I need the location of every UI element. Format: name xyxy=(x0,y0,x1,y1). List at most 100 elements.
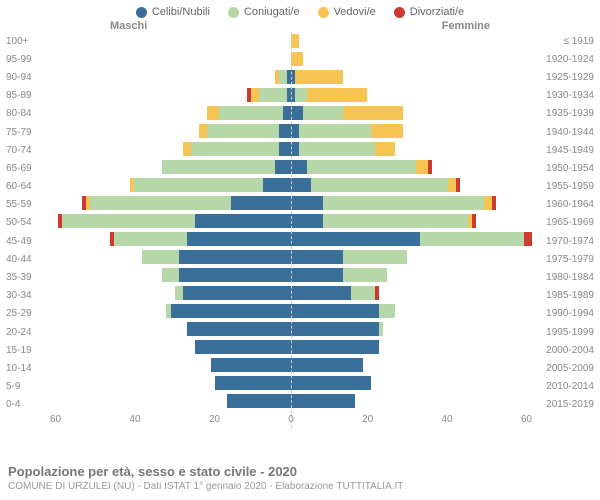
bar-segment xyxy=(199,124,207,138)
bar-segment xyxy=(175,286,183,300)
bar-segment xyxy=(283,106,291,120)
bar-segment xyxy=(351,286,375,300)
birthyear-tick: 1985-1989 xyxy=(536,287,594,305)
female-bar xyxy=(291,160,532,174)
female-bar xyxy=(291,52,532,66)
bar-segment xyxy=(307,160,415,174)
male-bar xyxy=(50,34,291,48)
legend-label: Coniugati/e xyxy=(244,6,300,18)
legend: Celibi/NubiliConiugati/eVedovi/eDivorzia… xyxy=(0,0,600,20)
birthyear-tick: 1955-1959 xyxy=(536,178,594,196)
female-bar xyxy=(291,286,532,300)
bar-segment xyxy=(219,106,283,120)
male-bar xyxy=(50,214,291,228)
bar-segment xyxy=(291,214,323,228)
bar-segment xyxy=(291,376,371,390)
legend-item: Coniugati/e xyxy=(228,6,300,18)
chart-area: Fasce di età Anni di nascita 100+95-9990… xyxy=(0,32,600,428)
bar-segment xyxy=(307,88,367,102)
bar-segment xyxy=(162,160,274,174)
birth-year-axis: ≤ 19191920-19241925-19291930-19341935-19… xyxy=(536,32,594,428)
bar-segment xyxy=(375,142,395,156)
age-tick: 95-99 xyxy=(6,50,46,68)
bar-segment xyxy=(323,196,484,210)
age-tick: 40-44 xyxy=(6,250,46,268)
male-bar xyxy=(50,340,291,354)
bar-segment xyxy=(187,322,291,336)
age-tick: 45-49 xyxy=(6,232,46,250)
birthyear-tick: 2000-2004 xyxy=(536,341,594,359)
bar-segment xyxy=(291,268,343,282)
female-bar xyxy=(291,34,532,48)
male-bar xyxy=(50,70,291,84)
bar-segment xyxy=(291,160,307,174)
bar-segment xyxy=(171,304,292,318)
bar-segment xyxy=(211,358,291,372)
bar-segment xyxy=(179,268,291,282)
legend-swatch xyxy=(136,7,147,18)
age-axis: 100+95-9990-9485-8980-8475-7970-7465-696… xyxy=(6,32,46,428)
bar-segment xyxy=(299,124,371,138)
bar-segment xyxy=(195,340,291,354)
bar-segment xyxy=(492,196,496,210)
chart-subtitle: COMUNE DI URZULEI (NU) - Dati ISTAT 1° g… xyxy=(8,479,592,492)
legend-item: Divorziati/e xyxy=(394,6,464,18)
birthyear-tick: 1940-1944 xyxy=(536,123,594,141)
birthyear-tick: 1990-1994 xyxy=(536,305,594,323)
male-bar xyxy=(50,232,291,246)
bar-segment xyxy=(90,196,231,210)
bar-segment xyxy=(291,232,420,246)
male-bar xyxy=(50,394,291,408)
bar-segment xyxy=(142,250,178,264)
age-tick: 65-69 xyxy=(6,159,46,177)
female-bar xyxy=(291,304,532,318)
legend-swatch xyxy=(318,7,329,18)
male-bar xyxy=(50,286,291,300)
male-bar xyxy=(50,178,291,192)
bar-segment xyxy=(279,70,287,84)
bar-segment xyxy=(343,268,387,282)
bar-segment xyxy=(259,88,287,102)
female-bar xyxy=(291,88,532,102)
birthyear-tick: 1920-1924 xyxy=(536,50,594,68)
x-axis: 6040200204060 xyxy=(50,414,532,428)
x-tick: 40 xyxy=(129,414,140,428)
age-tick: 85-89 xyxy=(6,87,46,105)
age-tick: 25-29 xyxy=(6,305,46,323)
female-bar xyxy=(291,232,532,246)
bar-segment xyxy=(207,124,279,138)
male-bar xyxy=(50,250,291,264)
x-tick: 20 xyxy=(362,414,373,428)
bar-segment xyxy=(416,160,428,174)
age-tick: 10-14 xyxy=(6,359,46,377)
bar-segment xyxy=(295,88,307,102)
legend-label: Vedovi/e xyxy=(334,6,376,18)
bar-segment xyxy=(291,322,379,336)
bar-segment xyxy=(291,286,351,300)
female-bar xyxy=(291,340,532,354)
footer: Popolazione per età, sesso e stato civil… xyxy=(0,458,600,500)
bar-segment xyxy=(428,160,432,174)
bar-segment xyxy=(343,250,407,264)
age-tick: 5-9 xyxy=(6,378,46,396)
bar-segment xyxy=(279,142,291,156)
female-bar xyxy=(291,106,532,120)
legend-label: Divorziati/e xyxy=(410,6,464,18)
x-tick: 20 xyxy=(209,414,220,428)
gender-headers: Maschi Femmine xyxy=(0,20,600,32)
age-tick: 60-64 xyxy=(6,178,46,196)
bar-segment xyxy=(183,286,291,300)
male-bar xyxy=(50,322,291,336)
birthyear-tick: 1995-1999 xyxy=(536,323,594,341)
female-bar xyxy=(291,178,532,192)
birthyear-tick: 1965-1969 xyxy=(536,214,594,232)
female-bar xyxy=(291,196,532,210)
bar-segment xyxy=(291,196,323,210)
x-tick: 60 xyxy=(521,414,532,428)
birthyear-tick: 1960-1964 xyxy=(536,196,594,214)
bar-segment xyxy=(291,340,379,354)
birthyear-tick: 1980-1984 xyxy=(536,268,594,286)
bar-segment xyxy=(195,214,291,228)
center-line xyxy=(291,32,292,428)
birthyear-tick: ≤ 1919 xyxy=(536,32,594,50)
